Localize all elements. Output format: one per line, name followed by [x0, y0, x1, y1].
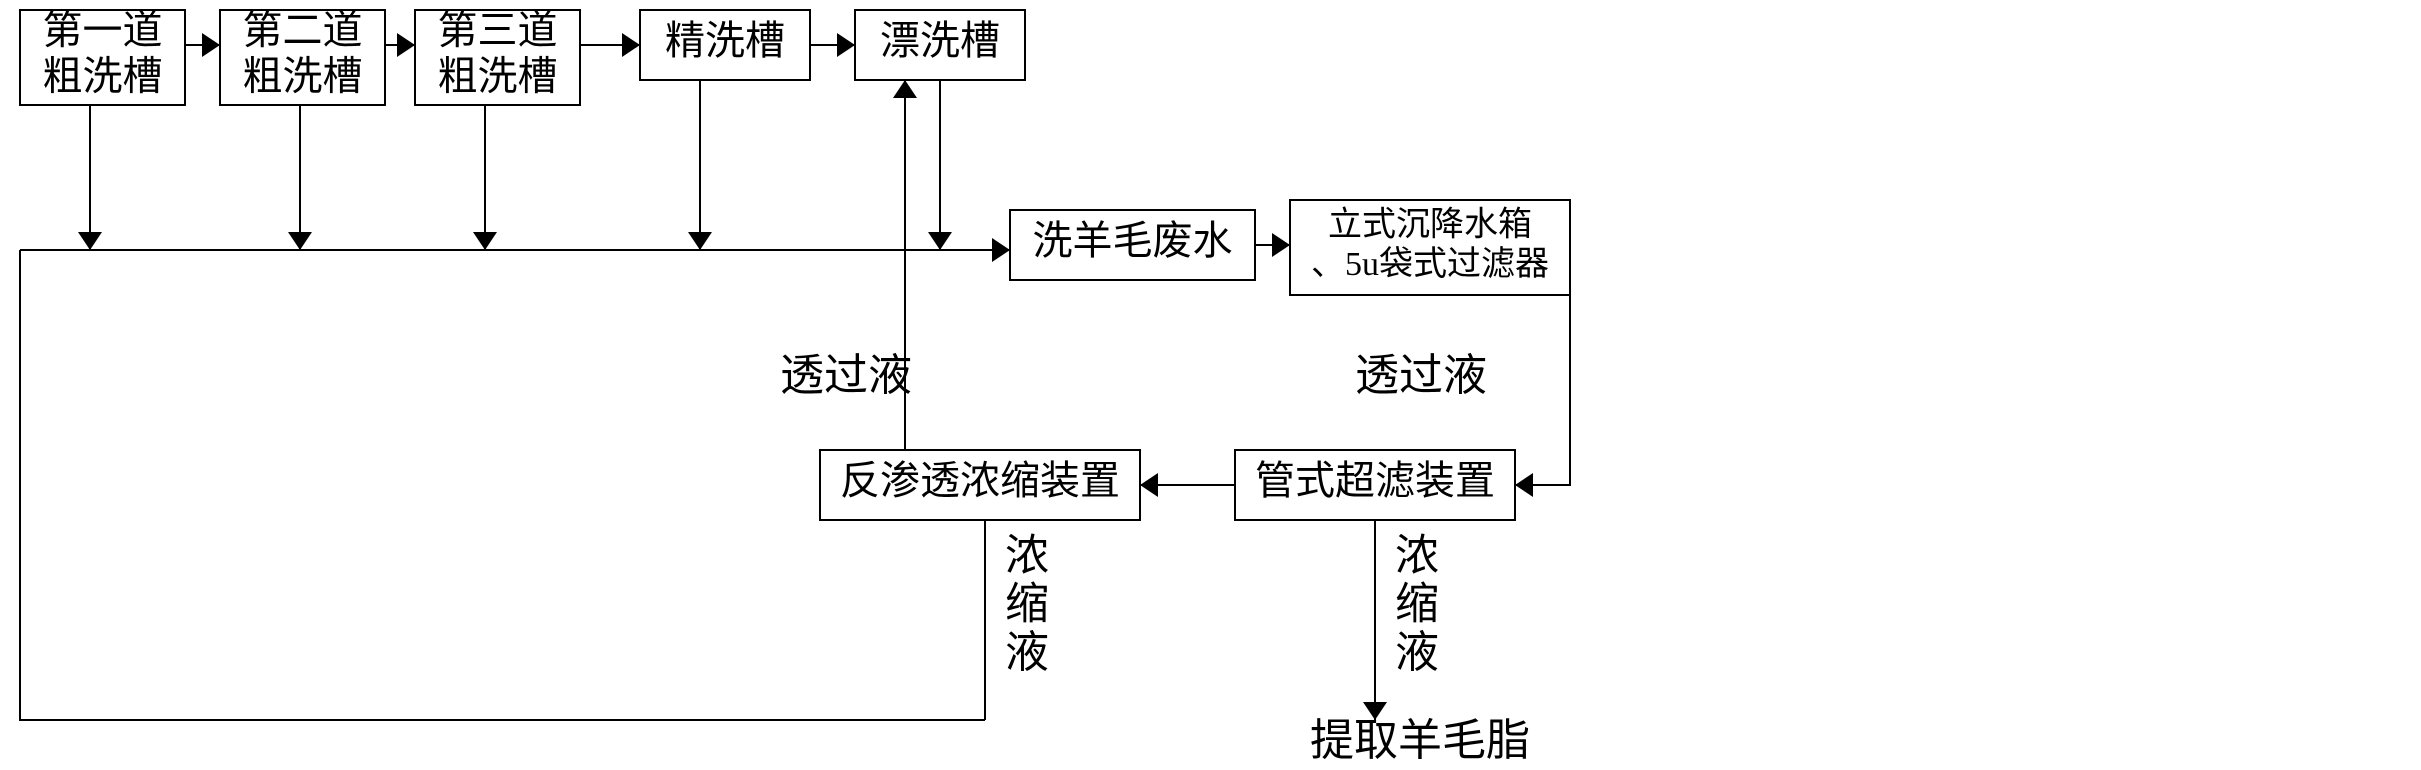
svg-text:浓: 浓 — [1005, 531, 1049, 580]
svg-text:透过液: 透过液 — [780, 351, 912, 400]
svg-text:精洗槽: 精洗槽 — [665, 18, 785, 63]
svg-text:立式沉降水箱: 立式沉降水箱 — [1328, 206, 1532, 244]
svg-text:第三道: 第三道 — [438, 8, 558, 53]
svg-text:洗羊毛废水: 洗羊毛废水 — [1033, 218, 1233, 263]
svg-text:管式超滤装置: 管式超滤装置 — [1255, 458, 1495, 503]
svg-text:浓: 浓 — [1395, 531, 1439, 580]
svg-text:液: 液 — [1395, 628, 1439, 677]
svg-text:粗洗槽: 粗洗槽 — [438, 54, 558, 99]
svg-text:、5u袋式过滤器: 、5u袋式过滤器 — [1311, 245, 1549, 283]
svg-text:透过液: 透过液 — [1355, 351, 1487, 400]
svg-text:液: 液 — [1005, 628, 1049, 677]
svg-text:缩: 缩 — [1395, 579, 1439, 628]
svg-text:提取羊毛脂: 提取羊毛脂 — [1310, 716, 1530, 765]
svg-text:漂洗槽: 漂洗槽 — [880, 18, 1000, 63]
svg-text:粗洗槽: 粗洗槽 — [243, 54, 363, 99]
svg-text:第二道: 第二道 — [243, 8, 363, 53]
svg-text:粗洗槽: 粗洗槽 — [43, 54, 163, 99]
svg-text:反渗透浓缩装置: 反渗透浓缩装置 — [840, 458, 1120, 503]
svg-text:缩: 缩 — [1005, 579, 1049, 628]
svg-text:第一道: 第一道 — [43, 8, 163, 53]
